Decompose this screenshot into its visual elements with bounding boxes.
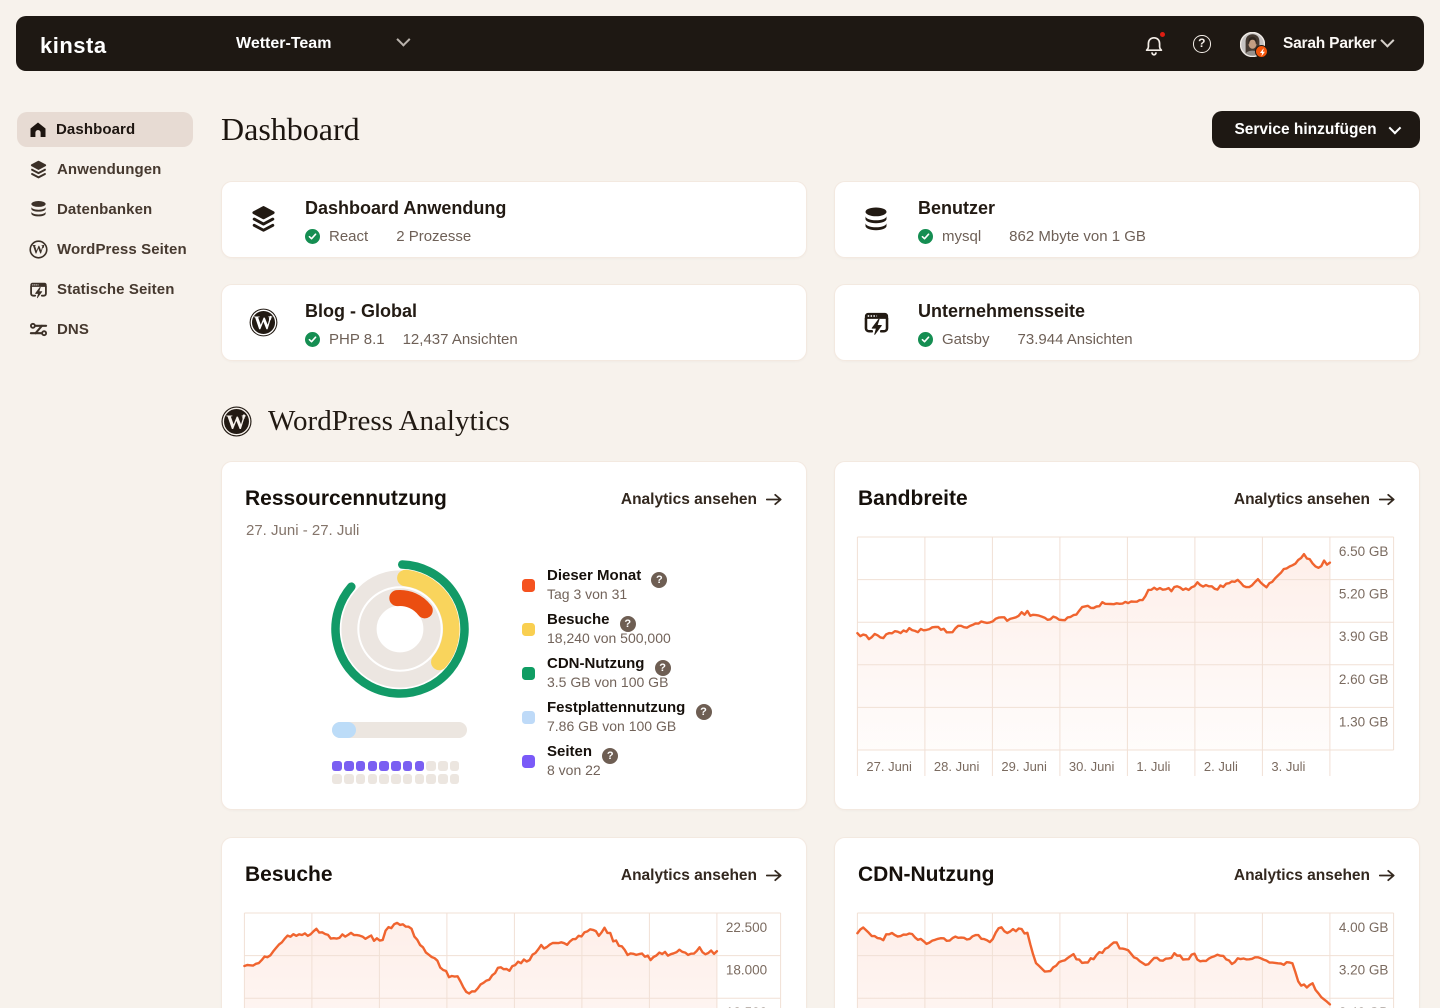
svg-text:2.60 GB: 2.60 GB (1339, 672, 1389, 687)
svg-text:5.20 GB: 5.20 GB (1339, 587, 1389, 602)
svg-text:W: W (32, 243, 44, 257)
svg-text:2. Juli: 2. Juli (1204, 759, 1238, 774)
svg-text:30. Juni: 30. Juni (1069, 759, 1115, 774)
svg-text:3. Juli: 3. Juli (1271, 759, 1305, 774)
svg-text:3.20 GB: 3.20 GB (1339, 963, 1389, 978)
svg-text:3.90 GB: 3.90 GB (1339, 629, 1389, 644)
svg-text:4.00 GB: 4.00 GB (1339, 920, 1389, 935)
svg-text:29. Juni: 29. Juni (1001, 759, 1047, 774)
svg-text:6.50 GB: 6.50 GB (1339, 544, 1389, 559)
svg-text:1. Juli: 1. Juli (1136, 759, 1170, 774)
svg-text:22.500: 22.500 (726, 920, 767, 935)
svg-text:27. Juni: 27. Juni (866, 759, 912, 774)
svg-text:1.30 GB: 1.30 GB (1339, 714, 1389, 729)
svg-text:W: W (226, 411, 246, 433)
svg-text:13.500: 13.500 (726, 1005, 767, 1008)
svg-text:18.000: 18.000 (726, 963, 767, 978)
svg-text:2.40 GB: 2.40 GB (1339, 1005, 1389, 1008)
svg-text:28. Juni: 28. Juni (934, 759, 980, 774)
svg-text:W: W (253, 313, 272, 334)
